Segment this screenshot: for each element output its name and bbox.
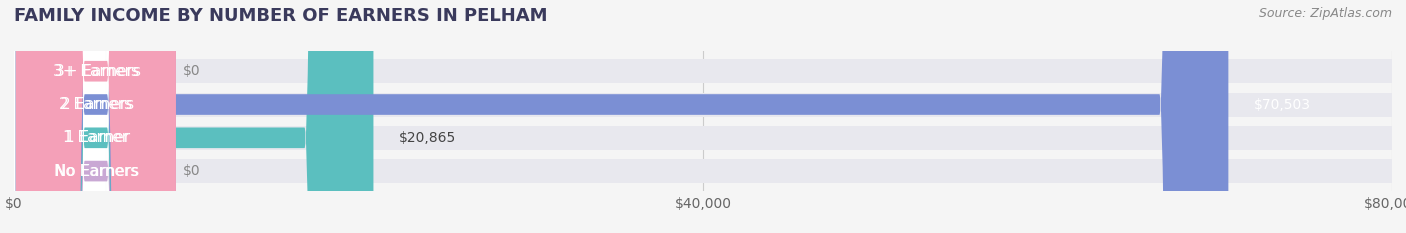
Bar [14,93,1392,116]
Text: $0: $0 [183,164,201,178]
Text: FAMILY INCOME BY NUMBER OF EARNERS IN PELHAM: FAMILY INCOME BY NUMBER OF EARNERS IN PE… [14,7,547,25]
Text: $0: $0 [183,64,201,78]
FancyBboxPatch shape [15,0,176,233]
Text: 3+ Earners: 3+ Earners [55,64,141,79]
FancyBboxPatch shape [6,0,173,233]
Text: No Earners: No Earners [53,164,138,178]
Text: Source: ZipAtlas.com: Source: ZipAtlas.com [1258,7,1392,20]
Text: $20,865: $20,865 [399,131,457,145]
Bar [14,59,1392,83]
FancyBboxPatch shape [6,0,173,233]
Bar [14,159,1392,183]
Text: $70,503: $70,503 [1254,98,1312,112]
Text: 1 Earner: 1 Earner [63,130,128,145]
Text: 2 Earners: 2 Earners [59,97,132,112]
Bar [14,126,1392,150]
FancyBboxPatch shape [14,0,1229,233]
FancyBboxPatch shape [6,0,173,233]
FancyBboxPatch shape [15,0,176,233]
Text: 1 Earner: 1 Earner [65,130,131,145]
FancyBboxPatch shape [15,0,176,233]
FancyBboxPatch shape [6,0,173,233]
Text: No Earners: No Earners [55,164,139,178]
FancyBboxPatch shape [14,0,374,233]
FancyBboxPatch shape [15,0,176,233]
Text: 3+ Earners: 3+ Earners [53,64,139,79]
Text: 2 Earners: 2 Earners [60,97,134,112]
